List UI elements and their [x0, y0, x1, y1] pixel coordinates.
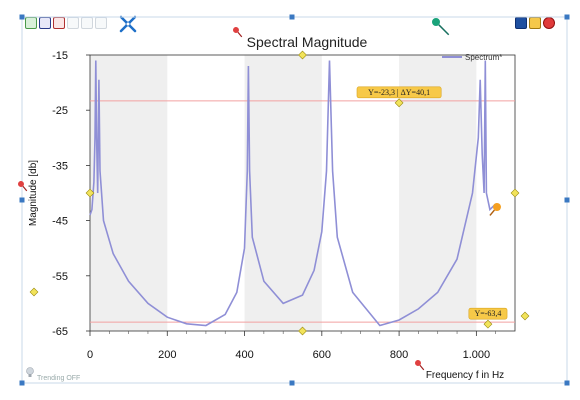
y-tick-label: -65	[52, 326, 68, 338]
y-tick-label: -25	[52, 105, 68, 117]
x-tick-label: 600	[313, 349, 331, 361]
lightbulb-icon	[26, 367, 34, 375]
resize-handle[interactable]	[289, 380, 295, 386]
annotations: Y=-23,3 | ΔY=40,1 Y=-63,4	[29, 50, 530, 336]
annotation-anchor[interactable]	[394, 98, 404, 108]
resize-handle[interactable]	[564, 197, 570, 203]
resize-handle[interactable]	[19, 14, 25, 20]
pin-icon[interactable]	[414, 359, 426, 372]
x-axis-label: Frequency f in Hz	[426, 370, 504, 381]
y-tick-label: -35	[52, 160, 68, 172]
x-tick-label: 200	[158, 349, 176, 361]
x-tick-label: 800	[390, 349, 408, 361]
spectrum-line	[89, 60, 497, 327]
pin-icon[interactable]	[232, 26, 244, 39]
y-tick-label: -55	[52, 271, 68, 283]
pin-icon[interactable]	[430, 16, 451, 37]
x-tick-label: 1.000	[463, 349, 491, 361]
resize-handle[interactable]	[564, 14, 570, 20]
chart-toolbar-right	[515, 17, 560, 31]
annotation-box	[356, 86, 442, 99]
x-axis-ticks: 0 200 400 600 800 1.000	[87, 331, 496, 361]
legend-label: Spectrum*	[465, 53, 502, 62]
pin-icon[interactable]	[17, 180, 29, 193]
resize-handle[interactable]	[289, 14, 295, 20]
annotation-label[interactable]: Y=-23,3 | ΔY=40,1	[356, 86, 442, 108]
x-tick-label: 0	[87, 349, 93, 361]
y-tick-label: -15	[52, 50, 68, 62]
resize-handles	[19, 14, 570, 386]
legend: Spectrum*	[442, 53, 502, 62]
crosshair-toggle-icon[interactable]	[118, 14, 138, 34]
y-axis-label: Magnitude [db]	[28, 160, 39, 226]
annotation-box	[468, 307, 508, 320]
cursor-handle[interactable]	[298, 50, 307, 60]
resize-handle[interactable]	[19, 197, 25, 203]
cursor-handle[interactable]	[520, 311, 530, 321]
annotation-anchor[interactable]	[483, 319, 493, 329]
x-tick-label: 400	[235, 349, 253, 361]
annotation-label[interactable]: Y=-63,4	[468, 307, 508, 329]
cursor-handle[interactable]	[510, 188, 520, 198]
resize-handle[interactable]	[19, 380, 25, 386]
annotation-text: Y=-23,3 | ΔY=40,1	[368, 88, 430, 97]
resize-handle[interactable]	[564, 380, 570, 386]
pin-icon[interactable]	[487, 201, 503, 218]
chart-title: Spectral Magnitude	[247, 34, 368, 50]
cursor-handle[interactable]	[85, 188, 95, 198]
shaded-band	[244, 55, 322, 331]
trending-status[interactable]: Trending OFF	[26, 367, 81, 383]
cursor-handle[interactable]	[29, 287, 39, 297]
y-tick-label: -45	[52, 216, 68, 228]
cursor-handle[interactable]	[298, 326, 307, 336]
y-axis-ticks: -15 -25 -35 -45 -55 -65	[52, 50, 90, 338]
annotation-text: Y=-63,4	[474, 309, 501, 318]
cursor-lines	[90, 100, 515, 323]
trending-label: Trending OFF	[37, 375, 80, 382]
